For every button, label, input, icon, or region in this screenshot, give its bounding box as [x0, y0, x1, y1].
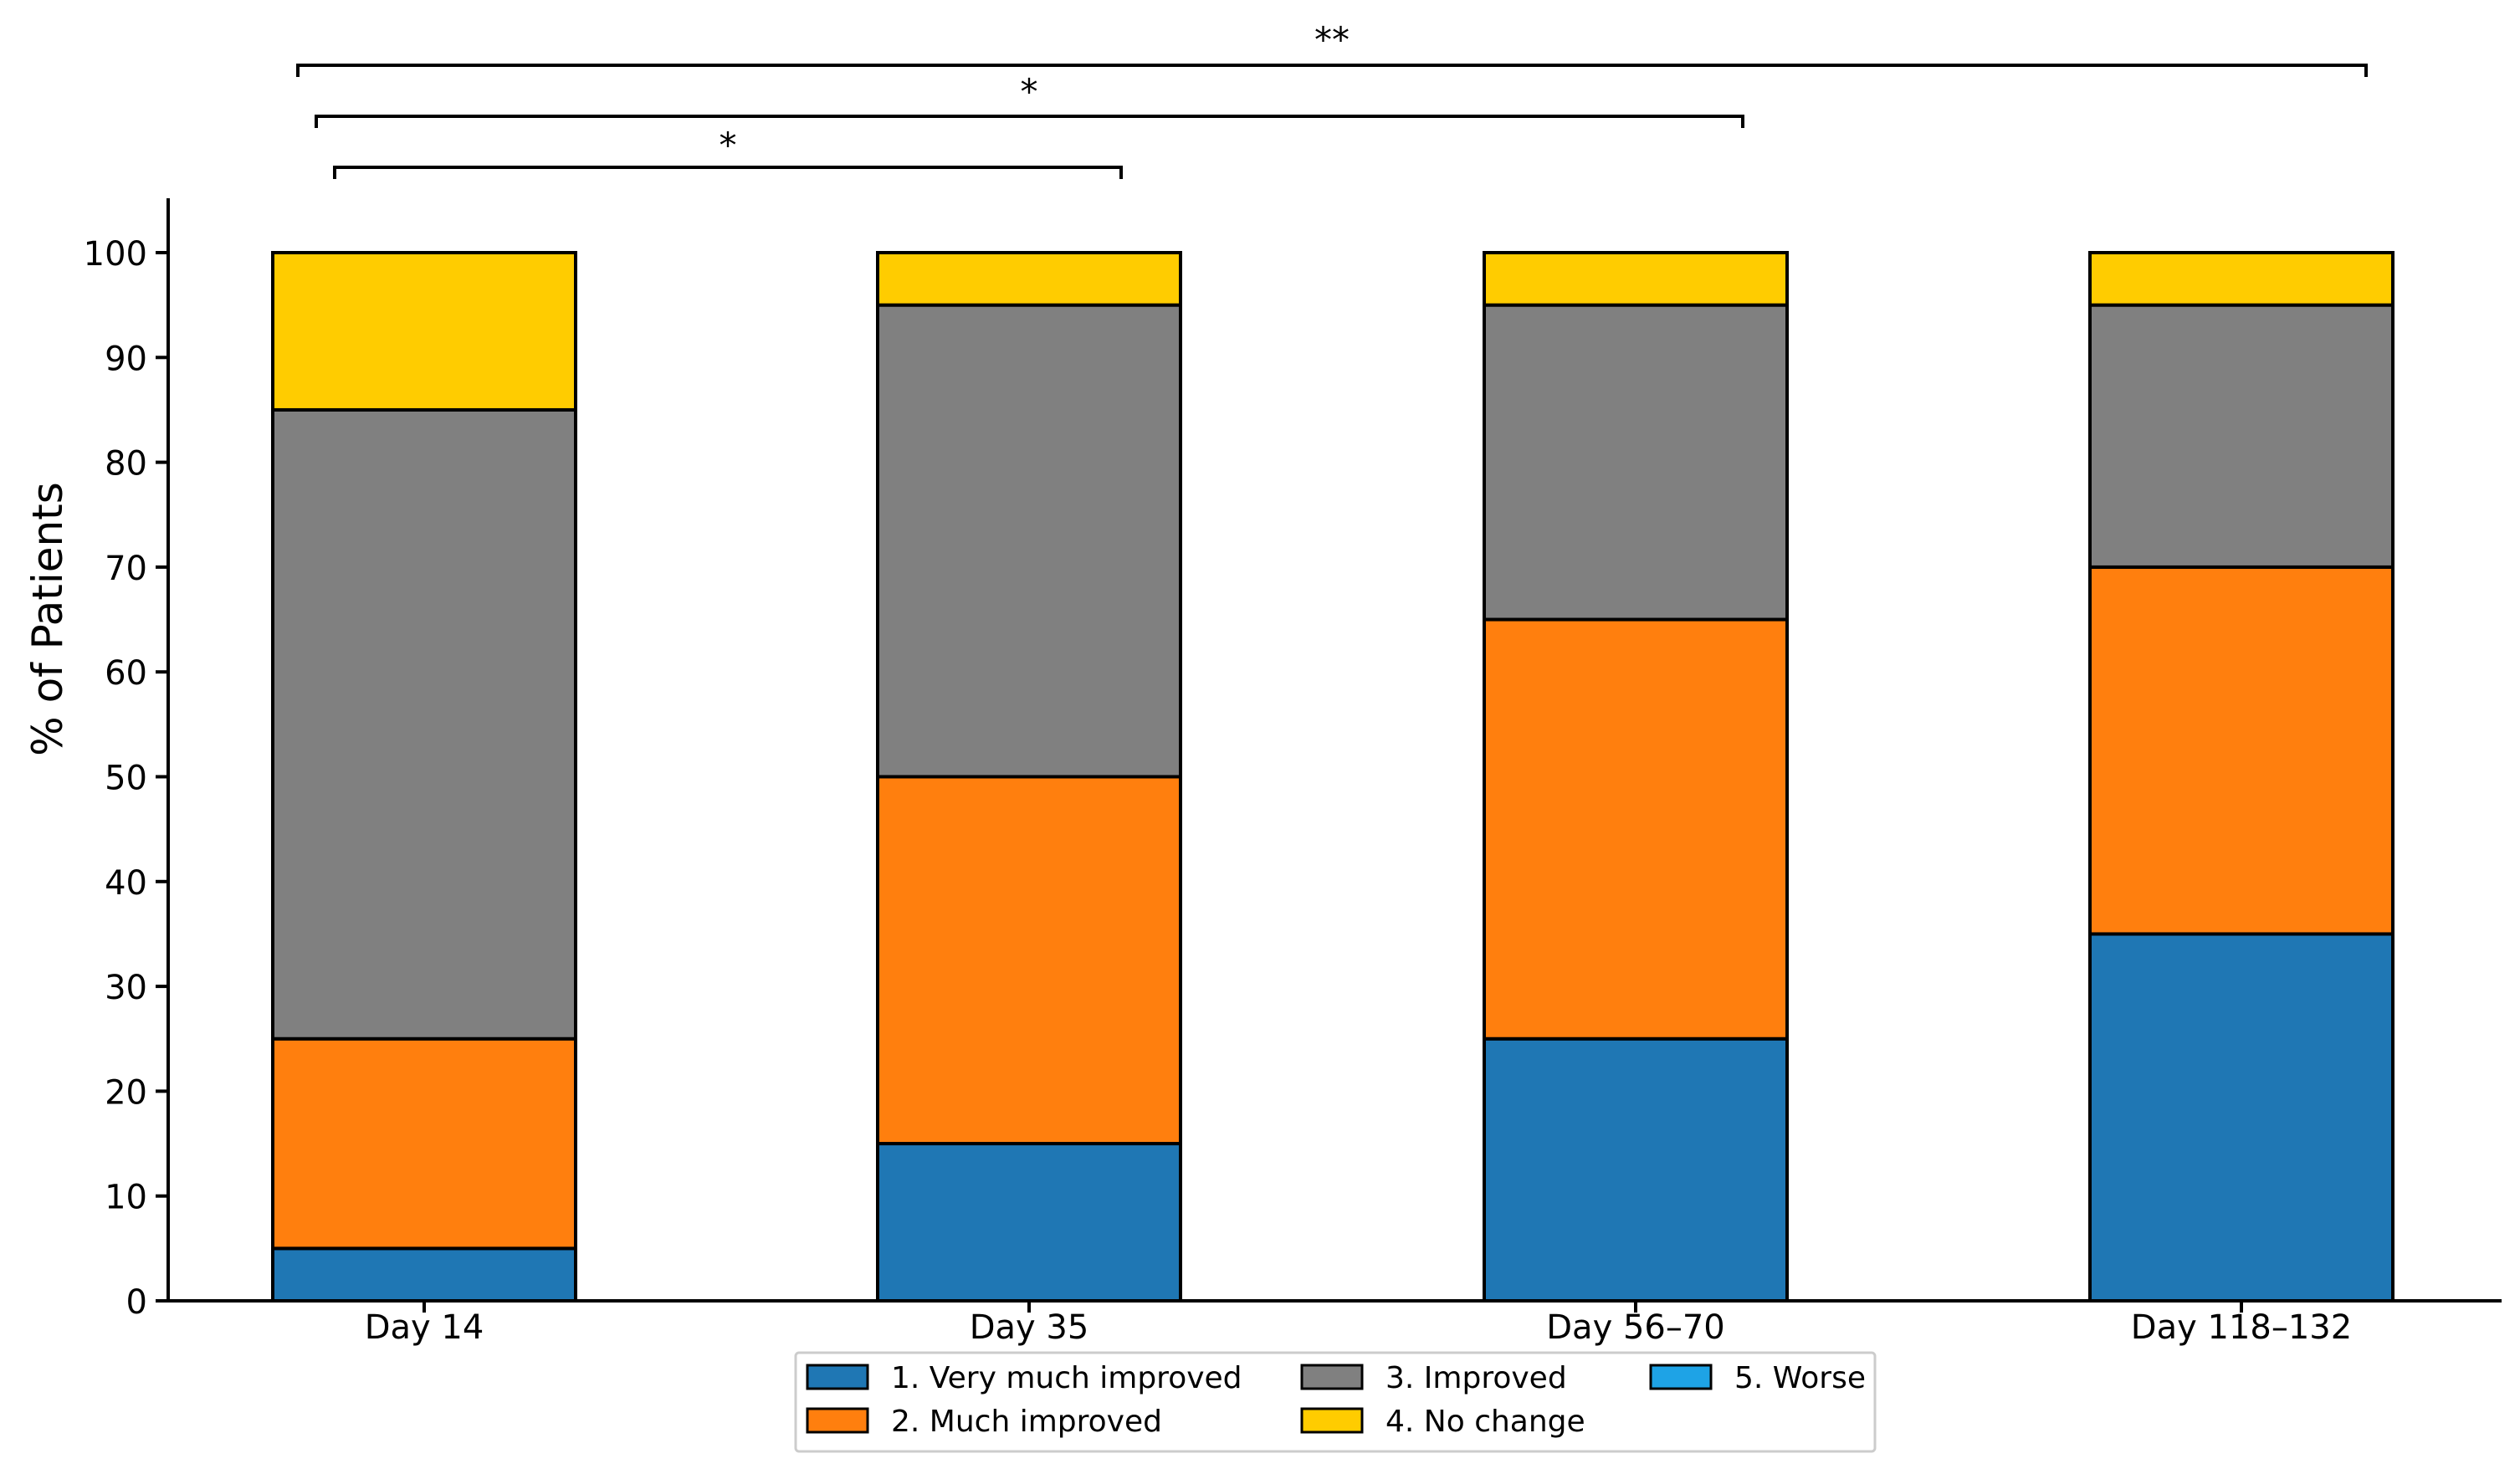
legend-label-2-much-improved: 2. Much improved: [891, 1405, 1162, 1439]
bar-segment-day-118-132-2-much-improved: [2088, 565, 2395, 936]
y-tick-label: 0: [126, 1283, 147, 1322]
significance-label-3: **: [1314, 19, 1350, 60]
y-axis-label: % of Patients: [23, 482, 72, 756]
legend-swatch-1-very-much-improved: [806, 1364, 869, 1390]
legend-swatch-4-no-change: [1300, 1407, 1364, 1434]
legend-swatch-5-worse: [1649, 1364, 1713, 1390]
y-tick-label: 10: [105, 1179, 147, 1217]
legend-swatch-3-improved: [1300, 1364, 1364, 1390]
legend: 1. Very much improved 2. Much improved 3. …: [794, 1351, 1877, 1453]
y-tick-label: 60: [105, 654, 147, 693]
y-tick-label: 20: [105, 1073, 147, 1112]
significance-brackets: ****: [296, 19, 2368, 179]
y-ticks-layer: 0 10 20 30 40 50 60 70 80 90 100: [84, 235, 168, 1322]
legend-swatch-2-much-improved: [806, 1407, 869, 1434]
bar-segment-day-56-70-3-improved: [1483, 303, 1789, 622]
y-tick-label: 80: [105, 445, 147, 484]
bar-segment-day-56-70-1-very-much-improved: [1483, 1036, 1789, 1303]
y-tick-label: 70: [105, 550, 147, 588]
x-ticks-layer: Day 14 Day 35 Day 56–70 Day 118–132: [365, 1301, 2352, 1347]
legend-label-3-improved: 3. Improved: [1385, 1361, 1567, 1395]
x-tick-label-day-56-70: Day 56–70: [1546, 1308, 1725, 1347]
y-tick-label: 40: [105, 864, 147, 903]
axes-layer: % of Patients: [23, 198, 2502, 1303]
significance-bracket-3: [296, 64, 2368, 77]
legend-label-5-worse: 5. Worse: [1734, 1361, 1866, 1395]
significance-label-1: *: [720, 125, 737, 166]
bar-segment-day-35-3-improved: [876, 303, 1182, 779]
bar-segment-day-118-132-1-very-much-improved: [2088, 932, 2395, 1303]
bars-layer: [271, 251, 2395, 1303]
significance-label-2: *: [1021, 71, 1038, 112]
bar-segment-day-118-132-4-no-change: [2088, 251, 2395, 307]
legend-label-1-very-much-improved: 1. Very much improved: [891, 1361, 1242, 1395]
x-tick-label-day-35: Day 35: [970, 1308, 1089, 1347]
significance-bracket-1: [333, 166, 1123, 179]
bar-segment-day-35-2-much-improved: [876, 775, 1182, 1146]
y-tick-label: 30: [105, 969, 147, 1007]
bar-segment-day-118-132-3-improved: [2088, 303, 2395, 569]
bar-segment-day-35-1-very-much-improved: [876, 1142, 1182, 1303]
bar-segment-day-14-1-very-much-improved: [271, 1246, 577, 1303]
x-tick-label-day-14: Day 14: [365, 1308, 484, 1347]
y-tick-label: 90: [105, 340, 147, 378]
bar-segment-day-14-4-no-change: [271, 251, 577, 412]
bar-segment-day-14-3-improved: [271, 407, 577, 1041]
bar-segment-day-14-2-much-improved: [271, 1036, 577, 1251]
x-tick-label-day-118-132: Day 118–132: [2131, 1308, 2352, 1347]
legend-label-4-no-change: 4. No change: [1385, 1405, 1585, 1439]
bar-segment-day-35-4-no-change: [876, 251, 1182, 307]
bar-segment-day-56-70-2-much-improved: [1483, 617, 1789, 1041]
y-tick-label: 100: [84, 235, 147, 274]
significance-bracket-2: [315, 115, 1744, 128]
y-tick-label: 50: [105, 760, 147, 798]
legend-frame: [794, 1351, 1877, 1453]
bar-segment-day-56-70-4-no-change: [1483, 251, 1789, 307]
